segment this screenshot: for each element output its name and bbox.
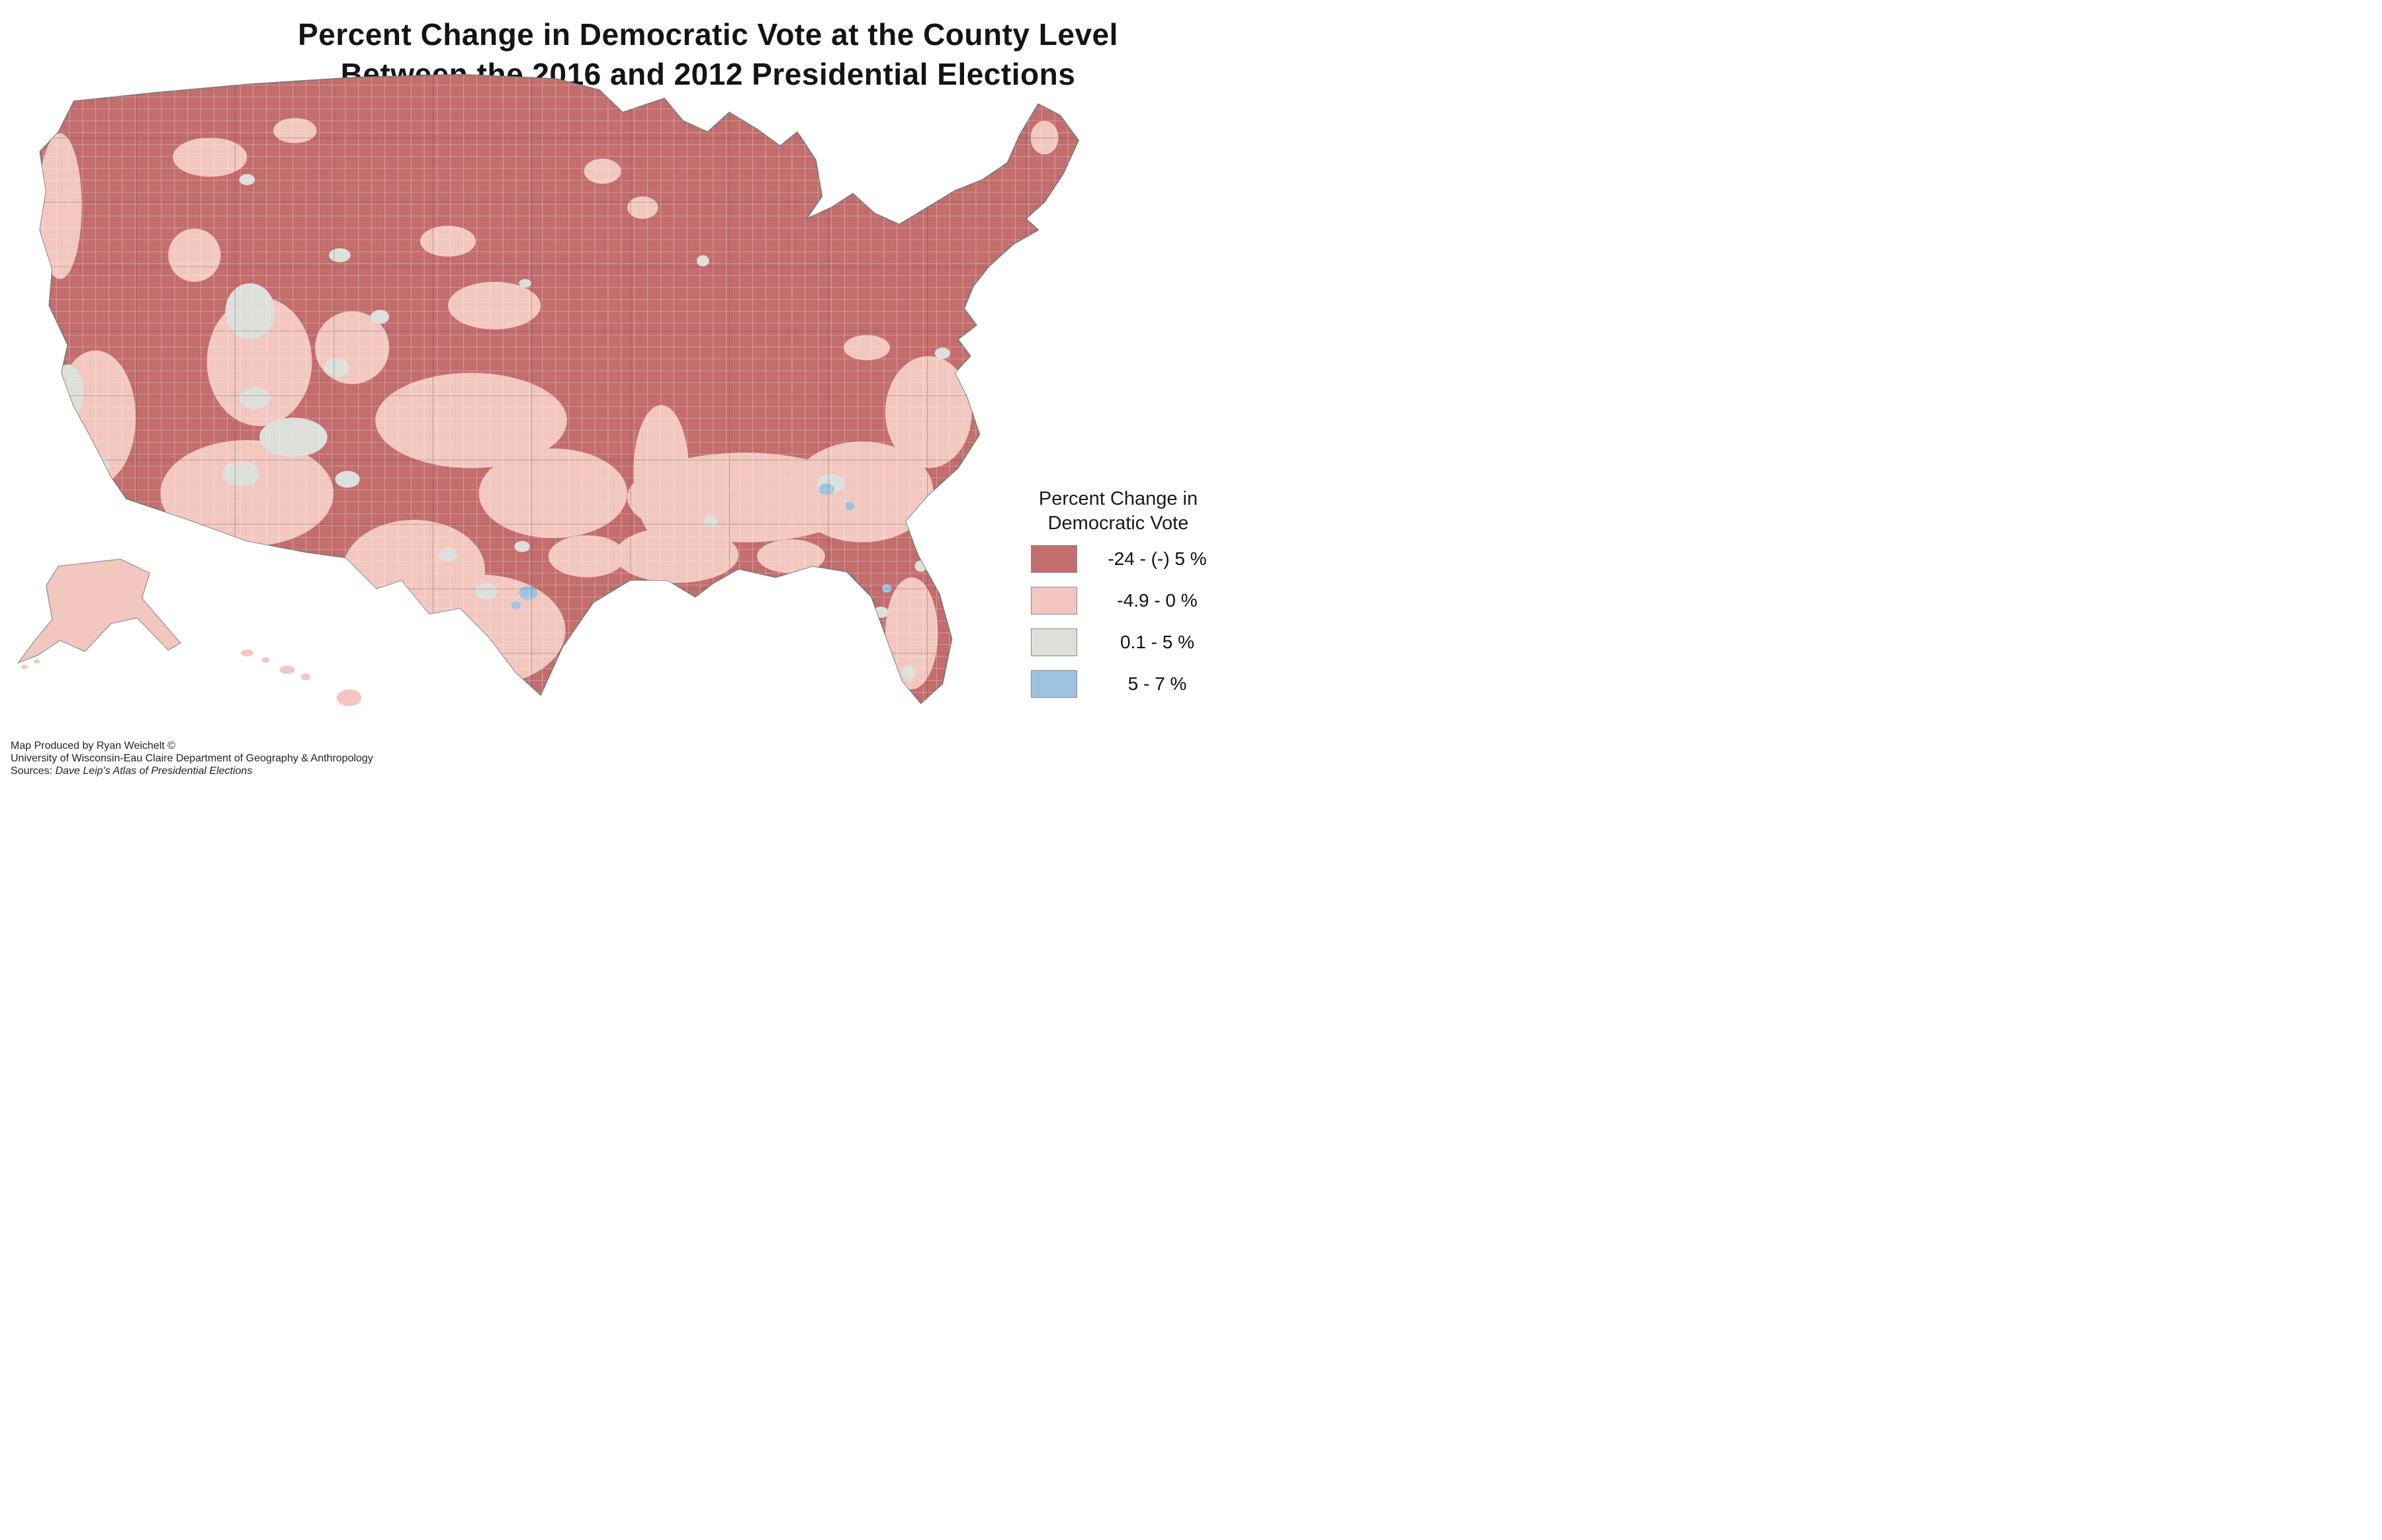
legend-swatch-light-pink <box>1031 587 1077 615</box>
attribution-sources-prefix: Sources: <box>11 765 56 777</box>
legend-item-label: 5 - 7 % <box>1127 673 1187 694</box>
alaska-region <box>17 558 181 669</box>
attribution-line2: University of Wisconsin-Eau Claire Depar… <box>11 753 373 764</box>
legend-swatch-blue <box>1031 670 1077 698</box>
us-county-choropleth-map <box>17 73 1080 706</box>
legend-item: -4.9 - 0 % <box>1031 587 1243 615</box>
legend-item-label: 0.1 - 5 % <box>1120 632 1195 652</box>
map-legend: Percent Change in Democratic Vote -24 - … <box>1031 487 1243 712</box>
legend-item-label: -4.9 - 0 % <box>1117 590 1198 611</box>
legend-item: -24 - (-) 5 % <box>1031 545 1243 573</box>
continental-us-region <box>39 73 1080 705</box>
legend-title: Percent Change in Democratic Vote <box>1031 487 1206 536</box>
legend-swatch-gray <box>1031 628 1077 656</box>
attribution-sources: Sources: Dave Leip's Atlas of Presidenti… <box>11 765 373 777</box>
legend-swatch-dark-red <box>1031 545 1077 573</box>
county-grid-overlay <box>40 74 1079 704</box>
hawaii-region <box>241 649 362 706</box>
map-title: Percent Change in Democratic Vote at the… <box>0 15 1416 94</box>
legend-item: 5 - 7 % <box>1031 670 1243 698</box>
map-title-line1: Percent Change in Democratic Vote at the… <box>298 17 1118 52</box>
attribution-sources-text: Dave Leip's Atlas of Presidential Electi… <box>55 765 253 777</box>
legend-item-label: -24 - (-) 5 % <box>1108 548 1207 569</box>
legend-title-line1: Percent Change in <box>1038 488 1198 509</box>
legend-item: 0.1 - 5 % <box>1031 628 1243 656</box>
attribution: Map Produced by Ryan Weichelt © Universi… <box>11 740 373 777</box>
legend-title-line2: Democratic Vote <box>1047 513 1189 534</box>
attribution-line1: Map Produced by Ryan Weichelt © <box>11 740 175 751</box>
